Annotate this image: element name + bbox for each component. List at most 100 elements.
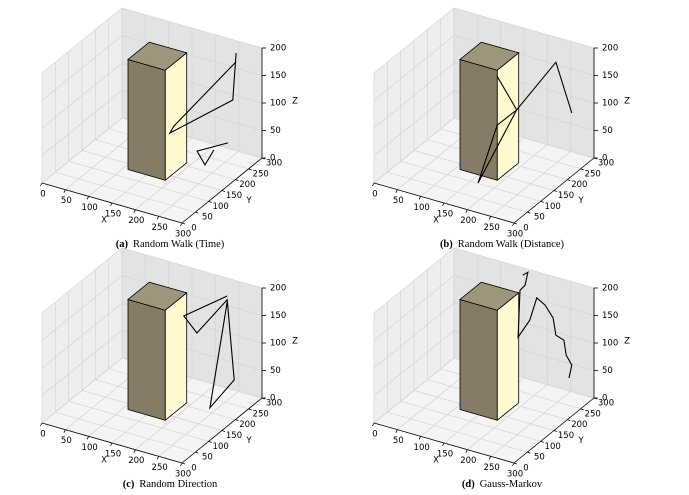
caption: (d) Gauss-Markov — [462, 479, 543, 490]
z-tick-label: 0 — [270, 154, 275, 164]
obstacle-side — [496, 291, 520, 422]
grid-line — [373, 117, 455, 184]
tick-mark — [580, 168, 584, 171]
x-axis-label: X — [433, 456, 439, 466]
grid-line — [373, 302, 455, 369]
grid-line — [453, 275, 595, 316]
axis-line — [181, 397, 263, 464]
grid-line — [373, 35, 455, 101]
x-tick-label: 200 — [460, 216, 476, 226]
z-tick-label: 200 — [270, 284, 286, 294]
trajectory — [182, 295, 235, 410]
tick-mark — [395, 429, 398, 433]
x-tick-label: 150 — [437, 210, 453, 220]
tick-mark — [465, 209, 468, 213]
tick-mark — [418, 436, 422, 440]
x-tick-label: 250 — [152, 463, 168, 473]
tick-mark — [208, 440, 212, 443]
z-tick-label: 150 — [270, 71, 286, 81]
y-axis-label: Y — [577, 196, 584, 206]
x-tick-label: 250 — [484, 223, 500, 233]
grid-line — [55, 171, 196, 213]
grid-line — [387, 411, 528, 453]
grid-line — [68, 400, 209, 442]
grid-line — [373, 90, 455, 156]
caption-text: Random Walk (Distance) — [458, 239, 565, 250]
tick-mark — [86, 436, 90, 440]
grid-line — [121, 7, 263, 49]
obstacle-top — [127, 281, 188, 311]
x-tick-label: 100 — [82, 443, 98, 453]
z-tick-label: 100 — [602, 99, 618, 109]
y-tick-label: 50 — [534, 453, 545, 463]
y-tick-label: 250 — [253, 409, 269, 419]
panel: 0501001502002503000501001502002503000501… — [372, 247, 630, 490]
grid-line — [41, 62, 123, 129]
trajectory — [477, 61, 573, 184]
caption-label: (a) — [116, 239, 129, 250]
axis-line — [513, 157, 595, 224]
tick-mark — [221, 430, 226, 432]
grid-line — [41, 117, 123, 184]
tick-mark — [442, 202, 445, 207]
x-tick-label: 50 — [393, 436, 404, 446]
x-tick-label: 100 — [414, 203, 430, 213]
x-axis-label: X — [433, 216, 439, 226]
z-tick-label: 100 — [270, 339, 286, 349]
tick-mark — [195, 451, 199, 454]
y-tick-label: 300 — [266, 399, 282, 409]
grid-line — [41, 330, 123, 396]
y-tick-label: 200 — [571, 180, 587, 190]
y-tick-label: 50 — [202, 213, 213, 223]
caption-text: Gauss-Markov — [480, 479, 543, 490]
y-tick-label: 100 — [213, 442, 229, 452]
trajectory — [517, 271, 573, 379]
y-tick-label: 250 — [585, 409, 601, 419]
tick-mark — [110, 442, 113, 447]
grid-line — [41, 357, 123, 424]
caption-text: Random Direction — [139, 479, 218, 490]
tick-mark — [86, 196, 90, 200]
tick-mark — [40, 422, 43, 427]
grid-line — [41, 275, 123, 341]
y-tick-label: 0 — [523, 464, 528, 474]
x-tick-label: 100 — [414, 443, 430, 453]
grid-line — [453, 247, 595, 289]
x-tick-label: 200 — [460, 456, 476, 466]
z-tick-label: 50 — [602, 126, 613, 136]
grid-line — [55, 411, 196, 453]
axis-line — [41, 422, 183, 464]
obstacle-side — [164, 291, 188, 422]
grid-line — [373, 62, 455, 129]
tick-mark — [156, 456, 160, 460]
tick-mark — [488, 456, 492, 460]
tick-mark — [527, 211, 531, 214]
y-tick-label: 100 — [545, 442, 561, 452]
grid-line — [41, 302, 123, 369]
x-tick-label: 150 — [105, 210, 121, 220]
tick-mark — [372, 422, 375, 427]
x-tick-label: 300 — [507, 470, 523, 480]
obstacle-front — [127, 58, 166, 181]
grid-line — [373, 7, 455, 74]
x-tick-label: 250 — [152, 223, 168, 233]
x-tick-label: 150 — [437, 450, 453, 460]
tick-mark — [110, 202, 113, 207]
obstacle-front — [127, 298, 166, 421]
tick-mark — [580, 408, 584, 411]
grid-line — [41, 7, 123, 74]
tick-mark — [567, 419, 571, 422]
z-tick-label: 150 — [270, 311, 286, 321]
x-tick-label: 0 — [40, 430, 45, 440]
z-tick-label: 50 — [270, 126, 281, 136]
y-tick-label: 300 — [266, 159, 282, 169]
x-tick-label: 50 — [61, 436, 72, 446]
y-tick-label: 50 — [202, 453, 213, 463]
x-tick-label: 300 — [507, 230, 523, 240]
axis-line — [41, 182, 183, 224]
z-tick-label: 50 — [270, 366, 281, 376]
y-tick-label: 0 — [191, 224, 196, 234]
axis-line — [373, 422, 515, 464]
tick-mark — [513, 222, 518, 225]
x-tick-label: 200 — [128, 216, 144, 226]
